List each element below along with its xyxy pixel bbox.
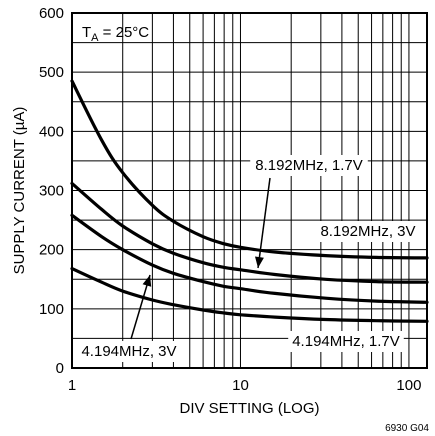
grid-lines xyxy=(72,13,427,368)
x-tick-label: 100 xyxy=(396,377,421,394)
y-tick-label: 600 xyxy=(39,5,64,22)
plot-frame xyxy=(71,12,428,369)
y-axis-label: SUPPLY CURRENT (µA) xyxy=(11,107,28,275)
annotation-label-background xyxy=(316,221,420,242)
annotation-text: 8.192MHz, 1.7V xyxy=(255,157,363,174)
annotation-text: 8.192MHz, 3V xyxy=(320,223,415,240)
annotation-label: 8.192MHz, 3V xyxy=(316,221,420,242)
y-tick-label: 100 xyxy=(39,301,64,318)
figure-id: 6930 G04 xyxy=(385,423,429,434)
annotation-leader-line xyxy=(257,177,271,269)
x-tick-label: 10 xyxy=(232,377,249,394)
x-tick-label: 1 xyxy=(68,377,76,394)
series-curves xyxy=(70,79,429,323)
x-axis-label: DIV SETTING (LOG) xyxy=(179,400,319,417)
y-tick-label: 300 xyxy=(39,183,64,200)
y-tick-label: 400 xyxy=(39,123,64,140)
tick-labels: 0 100 200 300 400 500 600 1 10 100 xyxy=(39,5,421,394)
curve-annotations: 8.192MHz, 1.7V 8.192MHz, 3V 4.194MHz, 3V 4.… xyxy=(77,155,420,362)
annotation-label-background xyxy=(77,341,181,362)
annotation-arrowhead xyxy=(255,256,264,268)
annotation-label-background xyxy=(288,331,404,352)
y-tick-label: 0 xyxy=(56,360,64,377)
annotation-text: 4.194MHz, 3V xyxy=(81,343,176,360)
temperature-condition: TA = 25°C xyxy=(82,24,149,44)
series-line xyxy=(70,213,429,304)
series-line xyxy=(70,79,429,260)
annotation-label-background xyxy=(250,155,368,176)
annotation-label: 4.194MHz, 1.7V xyxy=(288,331,404,352)
series-line xyxy=(70,181,429,284)
y-tick-label: 500 xyxy=(39,64,64,81)
annotation-arrowhead xyxy=(142,275,152,287)
annotation-label: 8.192MHz, 1.7V xyxy=(250,155,368,176)
series-line xyxy=(70,267,429,323)
annotation-text: 4.194MHz, 1.7V xyxy=(292,333,400,350)
annotation-label: 4.194MHz, 3V xyxy=(77,341,181,362)
y-tick-label: 200 xyxy=(39,242,64,259)
annotation-leader-line xyxy=(130,274,151,340)
